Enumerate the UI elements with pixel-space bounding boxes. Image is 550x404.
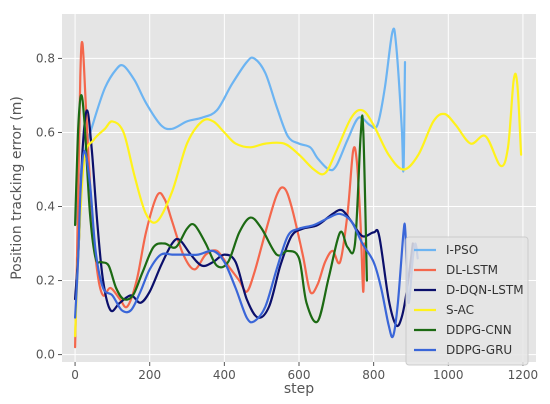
x-tick-label: 800 xyxy=(362,368,385,382)
y-tick-label: 0.6 xyxy=(36,125,55,139)
y-tick-label: 0.2 xyxy=(36,274,55,288)
x-tick-label: 200 xyxy=(138,368,161,382)
x-axis-ticks: 0 200 400 600 800 1000 1200 xyxy=(71,362,538,382)
series-line-d-dqn-lstm xyxy=(74,109,414,328)
legend-label-dl-lstm: DL-LSTM xyxy=(446,263,498,277)
legend: I-PSO DL-LSTM D-DQN-LSTM S-AC DDPG-CNN DDPG-G… xyxy=(405,236,529,366)
series-line-ddpg-gru xyxy=(74,149,419,339)
legend-label-ddpg-gru: DDPG-GRU xyxy=(446,343,512,357)
legend-label-i-pso: I-PSO xyxy=(446,243,478,257)
y-axis-label: Position tracking error (m) xyxy=(9,96,25,280)
x-tick-label: 0 xyxy=(71,368,79,382)
series-layer xyxy=(74,27,523,349)
x-tick-label: 1200 xyxy=(508,368,539,382)
x-axis-label: step xyxy=(284,381,314,397)
y-tick-label: 0.8 xyxy=(36,51,55,65)
x-tick-label: 1000 xyxy=(433,368,464,382)
legend-label-ddpg-cnn: DDPG-CNN xyxy=(446,323,512,337)
y-axis-ticks: 0.0 0.2 0.4 0.6 0.8 xyxy=(36,51,62,362)
series-line-i-pso xyxy=(74,27,407,227)
grid xyxy=(62,14,536,362)
legend-box xyxy=(405,236,529,366)
series-line-s-ac xyxy=(74,72,523,338)
legend-label-d-dqn-lstm: D-DQN-LSTM xyxy=(446,283,524,297)
y-tick-label: 0.4 xyxy=(36,200,55,214)
legend-label-s-ac: S-AC xyxy=(446,303,474,317)
x-tick-label: 400 xyxy=(213,368,236,382)
y-tick-label: 0.0 xyxy=(36,348,55,362)
x-tick-label: 600 xyxy=(288,368,311,382)
